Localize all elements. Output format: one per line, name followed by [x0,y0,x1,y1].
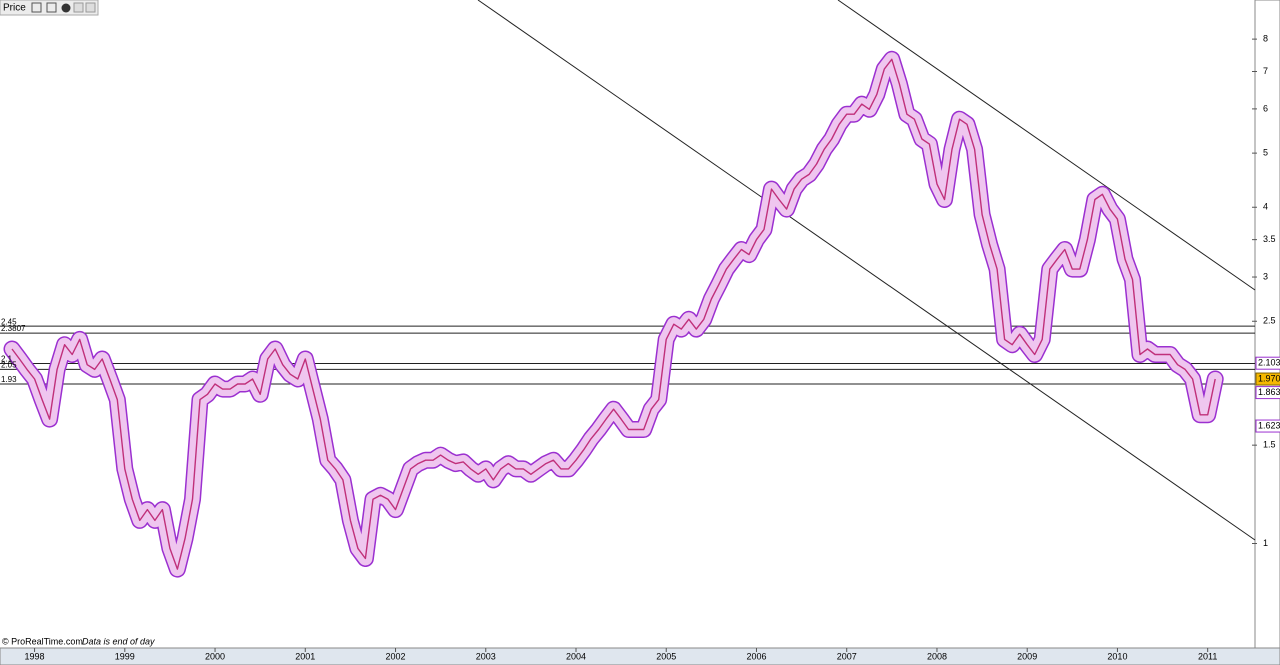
y-tick-label: 3.5 [1263,234,1276,244]
price-tag [1255,356,1280,370]
x-axis-panel [0,647,1280,665]
footer-source: © ProRealTime.com [2,636,83,646]
price-tag [1255,419,1280,433]
toolbar-icons[interactable] [31,2,96,13]
x-tick-label: 1998 [25,651,45,661]
x-tick-label: 2004 [566,651,586,661]
close-icon[interactable] [61,3,71,13]
trend-line [477,0,1256,541]
level-label: 1.93 [1,375,17,384]
x-tick-label: 2008 [927,651,947,661]
y-tick-label: 1.5 [1263,440,1276,450]
toolbar-title: Price [3,3,26,14]
x-tick-label: 2007 [837,651,857,661]
y-tick-label: 8 [1263,33,1268,43]
y-tick-label: 2.5 [1263,316,1276,326]
x-tick-label: 2011 [1198,651,1217,661]
x-tick-label: 2002 [386,651,406,661]
settings-icon[interactable] [31,2,42,13]
x-tick-label: 2001 [295,651,315,661]
level-label: 2.1 [1,355,13,364]
y-tick-label: 6 [1263,103,1268,113]
y-tick-label: 3 [1263,271,1268,281]
price-line [11,58,1216,570]
zoom-out-icon[interactable] [85,2,96,13]
price-tag-label: 2.103 [1258,358,1280,368]
footer-note: Data is end of day [82,636,155,646]
x-tick-label: 2003 [476,651,496,661]
y-tick-label: 5 [1263,147,1268,157]
x-tick-label: 2005 [656,651,676,661]
x-tick-label: 2006 [746,651,766,661]
level-label: 2.3807 [1,324,26,333]
level-label: 2.45 [1,317,17,326]
y-tick-label: 7 [1263,66,1268,76]
price-tag [1255,372,1280,386]
y-tick-label: 4 [1263,202,1268,212]
x-tick-label: 2009 [1017,651,1037,661]
y-axis-panel [1254,0,1280,649]
trend-line [837,0,1256,291]
x-tick-label: 1999 [115,651,135,661]
window-icon[interactable] [46,2,57,13]
x-tick-label: 2000 [205,651,225,661]
price-tag-label: 1.623 [1258,420,1280,430]
x-tick-label: 2010 [1107,651,1127,661]
price-tag [1255,386,1280,400]
price-tag-label: 1.863 [1258,387,1280,397]
level-label: 2.05 [1,360,17,369]
price-tag-label: 1.970 [1258,373,1280,383]
zoom-in-icon[interactable] [73,2,84,13]
y-tick-label: 1 [1263,538,1268,548]
